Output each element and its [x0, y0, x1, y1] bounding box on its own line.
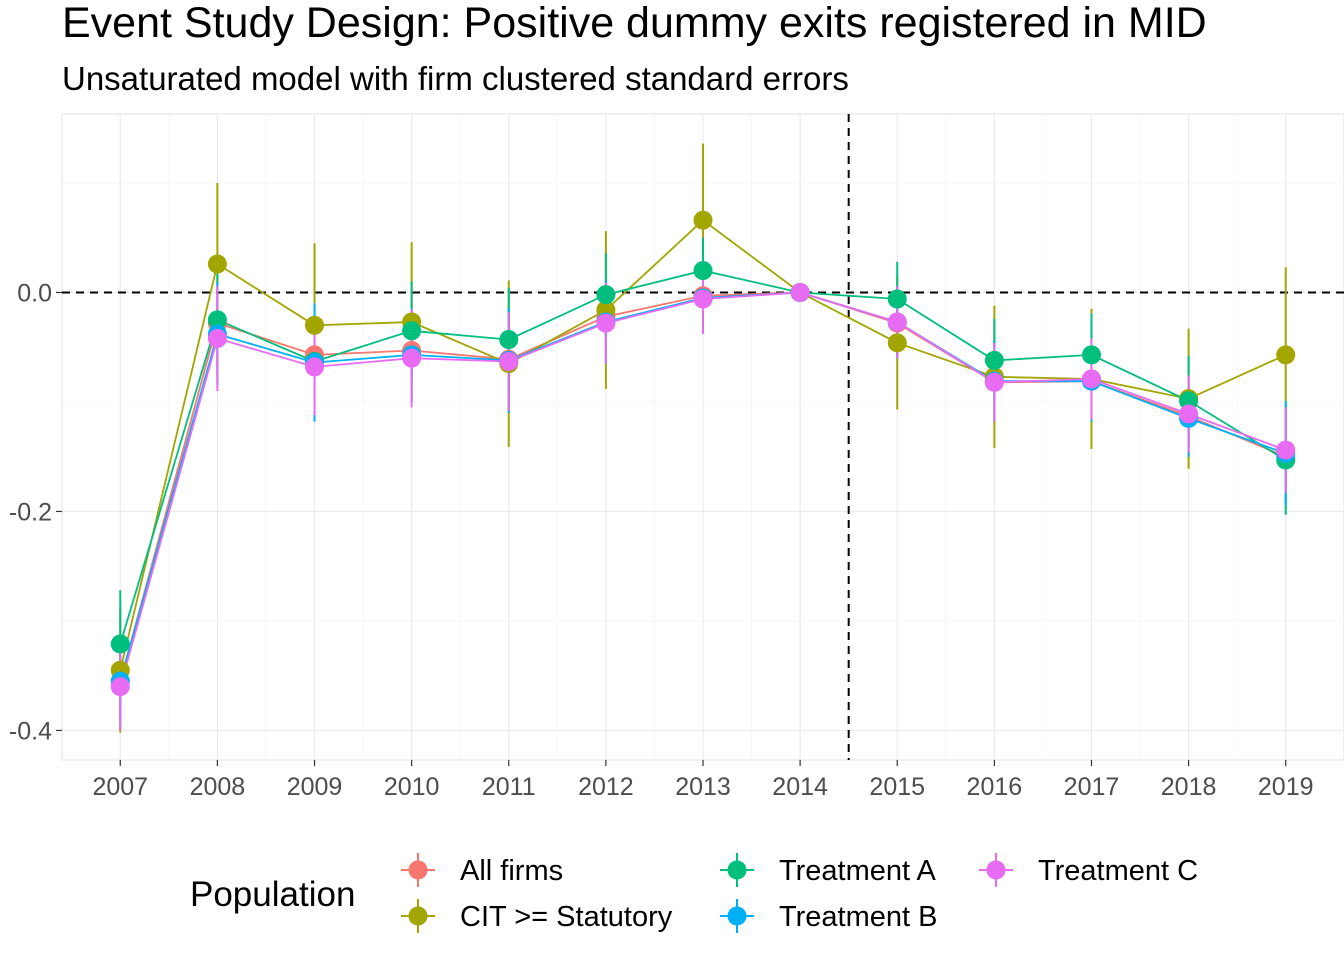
legend-key-point: [408, 906, 428, 926]
data-point: [402, 321, 422, 341]
legend-key-point: [727, 860, 747, 880]
x-tick-label: 2010: [384, 773, 440, 801]
data-point: [1179, 404, 1199, 424]
data-points: [110, 210, 1296, 697]
legend: Population All firms CIT >= Statutory Trea…: [190, 853, 1198, 933]
data-point: [1081, 369, 1101, 389]
data-point: [887, 312, 907, 332]
data-point: [499, 330, 519, 350]
legend-label: Treatment A: [779, 855, 937, 887]
y-tick-label: 0.0: [17, 279, 52, 307]
data-point: [207, 310, 227, 330]
x-tick-label: 2019: [1258, 773, 1314, 801]
data-point: [984, 372, 1004, 392]
legend-label: All firms: [460, 855, 563, 887]
reference-lines: [62, 114, 1344, 760]
data-point: [305, 315, 325, 335]
data-point: [1276, 345, 1296, 365]
x-tick-label: 2014: [772, 773, 828, 801]
data-point: [499, 351, 519, 371]
x-tick-label: 2016: [967, 773, 1023, 801]
data-point: [596, 285, 616, 305]
x-tick-label: 2009: [287, 773, 343, 801]
x-tick-label: 2015: [869, 773, 925, 801]
x-tick-label: 2012: [578, 773, 634, 801]
legend-title: Population: [190, 875, 355, 914]
data-point: [305, 357, 325, 377]
chart-title: Event Study Design: Positive dummy exits…: [62, 0, 1207, 47]
data-point: [207, 254, 227, 274]
data-point: [693, 210, 713, 230]
x-tick-label: 2008: [190, 773, 246, 801]
x-tick-label: 2018: [1161, 773, 1217, 801]
legend-label: Treatment C: [1038, 855, 1198, 887]
data-point: [1276, 440, 1296, 460]
data-point: [110, 634, 130, 654]
data-point: [984, 350, 1004, 370]
data-point: [790, 282, 810, 302]
x-tick-label: 2017: [1064, 773, 1120, 801]
y-tick-label: -0.4: [9, 717, 52, 745]
data-point: [402, 348, 422, 368]
data-point: [693, 289, 713, 309]
legend-label: Treatment B: [779, 901, 937, 933]
data-point: [110, 677, 130, 697]
data-point: [207, 328, 227, 348]
legend-label: CIT >= Statutory: [460, 901, 673, 933]
x-tick-label: 2013: [675, 773, 731, 801]
y-axis-ticks: -0.4 -0.2 0.0: [9, 279, 62, 745]
data-point: [1179, 391, 1199, 411]
chart-subtitle: Unsaturated model with firm clustered st…: [62, 60, 849, 97]
data-point: [887, 289, 907, 309]
x-axis-ticks: 2007 2008 2009 2010 2011 2012 2013 2014 2015 2016…: [92, 760, 1314, 801]
legend-key-point: [408, 860, 428, 880]
data-point: [596, 313, 616, 333]
legend-key-point: [986, 860, 1006, 880]
data-point: [887, 333, 907, 353]
legend-key-point: [727, 906, 747, 926]
data-point: [1081, 345, 1101, 365]
x-tick-label: 2007: [92, 773, 148, 801]
data-point: [693, 261, 713, 281]
x-tick-label: 2011: [482, 773, 536, 801]
y-tick-label: -0.2: [9, 498, 52, 526]
